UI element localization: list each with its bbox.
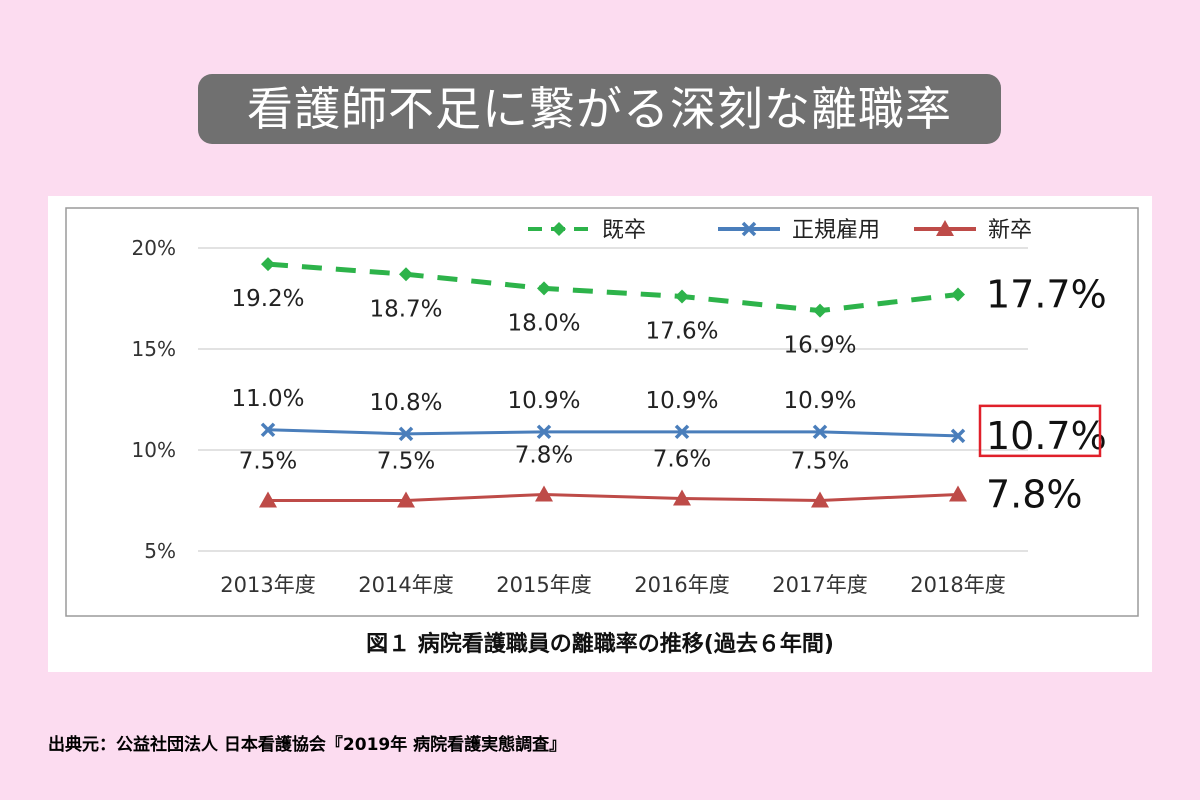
data-point-marker [741, 221, 757, 237]
data-point-marker [259, 491, 277, 508]
data-label: 16.9% [783, 333, 856, 359]
data-point-marker [811, 491, 829, 508]
source-citation: 出典元：公益社団法人 日本看護協会『2019年 病院看護実態調査』 [48, 735, 567, 755]
marker-stroke [950, 428, 966, 444]
data-point-marker [949, 485, 967, 502]
chart-title: 図１ 病院看護職員の離職率の推移(過去６年間) [366, 631, 834, 657]
data-label: 10.8% [369, 390, 442, 416]
marker-stroke [812, 424, 828, 440]
data-label: 10.9% [507, 388, 580, 414]
legend-label: 正規雇用 [792, 218, 880, 243]
data-label: 7.8% [515, 442, 573, 468]
legend-item: 既卒 [528, 218, 646, 243]
chart: 20% 15% 10% 5% 2013年度 2014年度 2015年度 2016年度 2017… [65, 207, 1139, 657]
y-tick-label: 5% [144, 539, 176, 563]
data-label: 18.0% [507, 310, 580, 336]
series-line [267, 428, 959, 438]
data-label: 7.5% [377, 449, 435, 475]
data-point-marker [813, 303, 827, 318]
data-label: 18.7% [369, 296, 442, 322]
legend-item: 正規雇用 [718, 218, 880, 243]
data-label: 19.2% [231, 286, 304, 312]
series-line [267, 261, 959, 314]
data-point-marker [674, 424, 690, 440]
marker-stroke [674, 424, 690, 440]
legend-item: 新卒 [914, 218, 1032, 243]
data-point-marker [536, 424, 552, 440]
data-point-marker [951, 287, 965, 302]
y-tick-label: 15% [132, 337, 176, 361]
data-point-marker [537, 281, 551, 296]
data-label: 10.9% [783, 388, 856, 414]
data-point-marker [936, 220, 954, 236]
y-tick-label: 10% [132, 438, 176, 462]
data-label: 10.7% [986, 414, 1107, 458]
x-tick-label: 2016年度 [634, 573, 729, 597]
data-point-marker [812, 424, 828, 440]
data-point-marker [261, 257, 275, 272]
marker-stroke [260, 422, 276, 438]
legend-label: 既卒 [602, 218, 646, 243]
data-point-marker [673, 489, 691, 506]
data-label: 7.8% [986, 472, 1083, 516]
data-label: 7.6% [653, 446, 711, 472]
page-title: 看護師不足に繋がる深刻な離職率 [198, 74, 1001, 144]
data-point-marker [260, 422, 276, 438]
y-tick-label: 20% [132, 236, 176, 260]
series-line [268, 492, 959, 503]
chart-card: 20% 15% 10% 5% 2013年度 2014年度 2015年度 2016年度 2017… [48, 196, 1152, 672]
data-point-marker [397, 491, 415, 508]
data-label: 7.5% [239, 449, 297, 475]
data-label: 11.0% [231, 386, 304, 412]
data-label: 17.6% [645, 318, 718, 344]
data-label: 10.9% [645, 388, 718, 414]
data-label: 7.5% [791, 449, 849, 475]
x-tick-label: 2018年度 [910, 573, 1005, 597]
data-point-marker [950, 428, 966, 444]
data-point-marker [399, 267, 413, 282]
marker-stroke [536, 424, 552, 440]
legend-label: 新卒 [988, 218, 1032, 243]
data-label: 17.7% [986, 272, 1107, 316]
data-point-marker [398, 426, 414, 442]
x-tick-label: 2014年度 [358, 573, 453, 597]
marker-stroke [741, 221, 757, 237]
data-point-marker [535, 485, 553, 502]
x-tick-label: 2013年度 [220, 573, 315, 597]
marker-stroke [398, 426, 414, 442]
data-point-marker [552, 222, 566, 236]
plot-frame [65, 207, 1139, 617]
x-tick-label: 2015年度 [496, 573, 591, 597]
highlight-box [978, 404, 1102, 458]
data-point-marker [675, 289, 689, 304]
x-tick-label: 2017年度 [772, 573, 867, 597]
